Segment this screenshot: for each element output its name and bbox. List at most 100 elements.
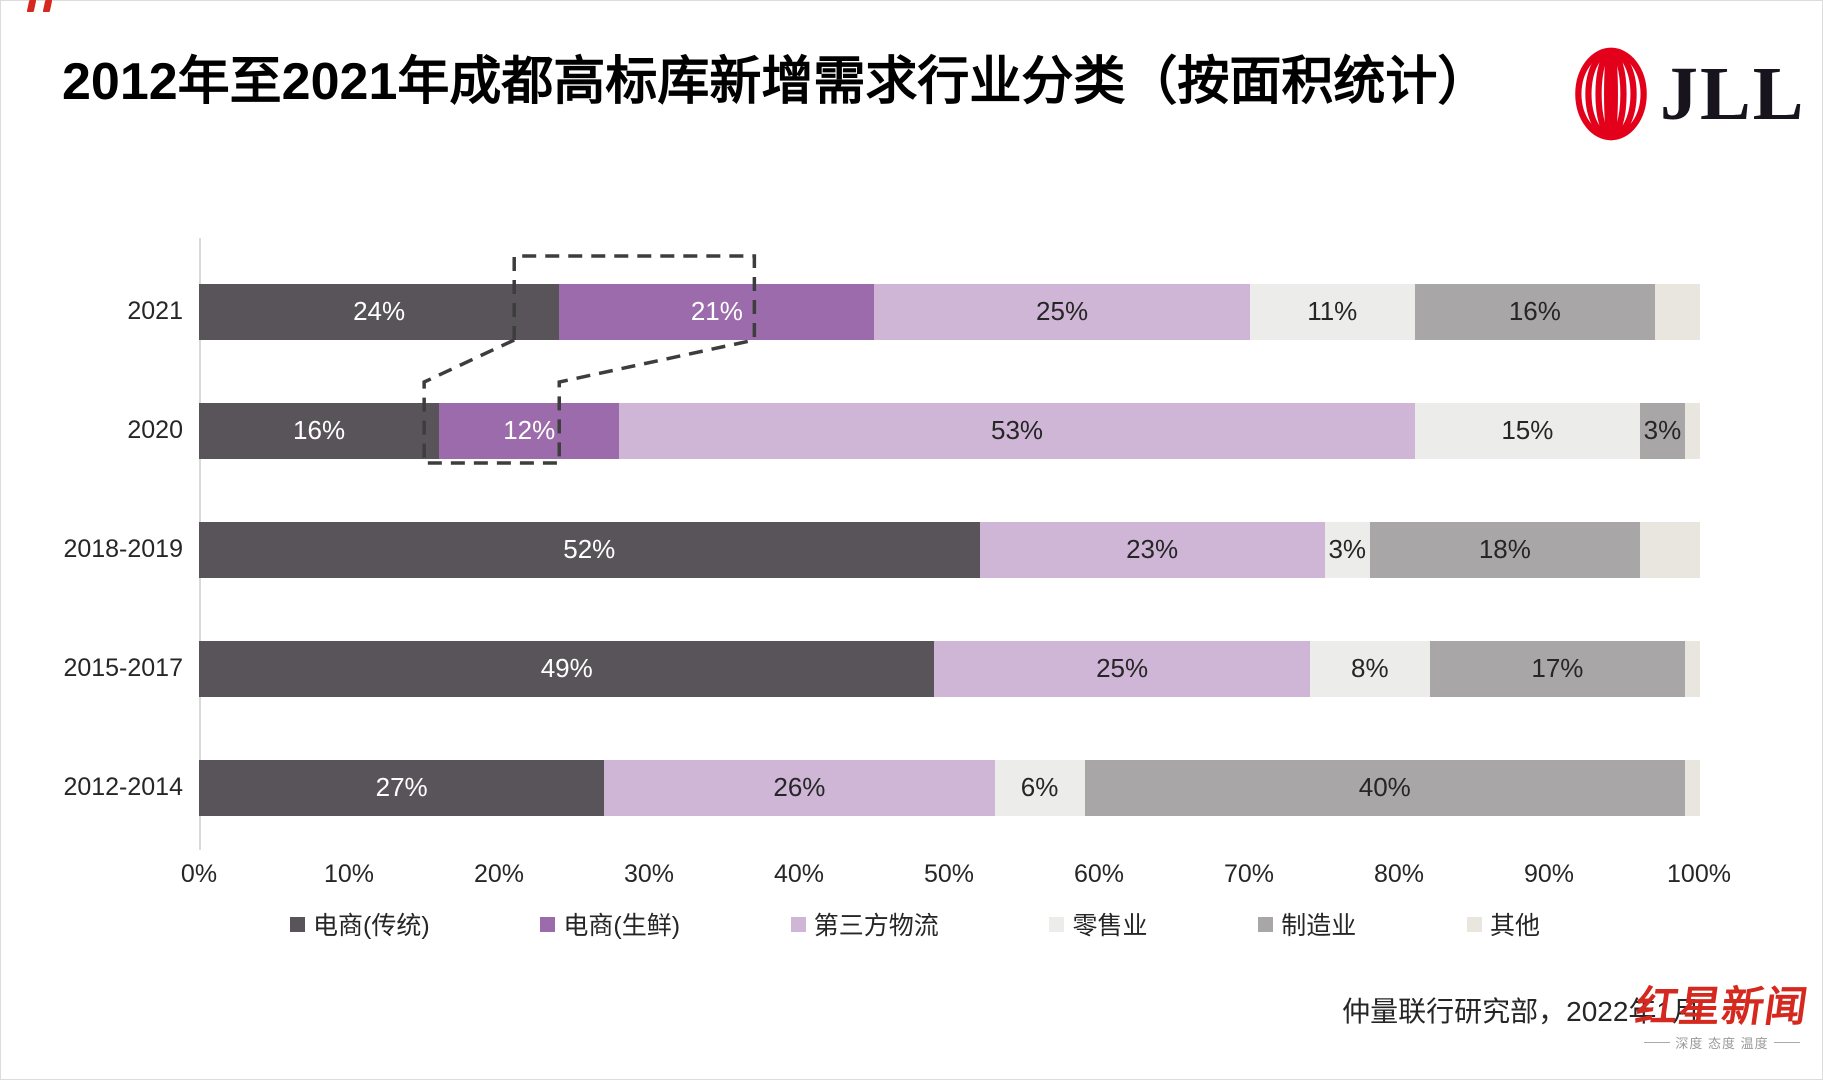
- x-tick-label: 60%: [1073, 860, 1125, 888]
- bar-segment: 53%: [619, 402, 1415, 459]
- bar-segment: 21%: [559, 283, 875, 340]
- source-note: 仲量联行研究部，2022年1月: [1342, 996, 1700, 1027]
- bar-segment: 6%: [994, 759, 1085, 816]
- legend-swatch: [290, 916, 305, 932]
- legend-swatch: [1466, 916, 1482, 932]
- legend-swatch: [1258, 916, 1274, 932]
- bar-row: 2018-2019 52% 23% 3% 18%: [60, 490, 1700, 609]
- bar-segment: [1684, 402, 1700, 459]
- legend-label: 其他: [1489, 912, 1540, 940]
- legend: 电商(传统) 电商(生鲜) 第三方物流 零售业 制造业 其他: [290, 906, 1540, 942]
- bar-value-label: 52%: [563, 534, 616, 564]
- bar-value-label: 23%: [1126, 534, 1179, 564]
- bar-segment: 16%: [199, 402, 440, 459]
- x-tick-label: 40%: [773, 860, 825, 888]
- bar-value-label: 25%: [1036, 296, 1089, 326]
- legend-label: 零售业: [1072, 912, 1148, 940]
- bar-segment: 18%: [1369, 521, 1640, 578]
- news-watermark: 红星新闻 深度 态度 温度: [1626, 983, 1818, 1052]
- x-tick-label: 100%: [1667, 860, 1731, 888]
- bar-value-label: 27%: [375, 772, 428, 802]
- bar-value-label: 18%: [1478, 534, 1531, 564]
- x-tick-label: 80%: [1373, 860, 1425, 888]
- legend-label: 电商(生鲜): [563, 912, 681, 940]
- legend-swatch: [1049, 916, 1065, 932]
- corner-watermark-fragment: [26, 0, 62, 12]
- legend-swatch: [790, 916, 806, 932]
- bar-segment: 12%: [439, 402, 620, 459]
- tagline-line-left: [1644, 1042, 1671, 1044]
- row-label: 2018-2019: [63, 535, 183, 563]
- legend-item: 制造业: [1258, 906, 1356, 942]
- bar-value-label: 12%: [503, 415, 556, 445]
- news-watermark-name: 红星新闻: [1632, 983, 1812, 1030]
- bar-segment: 26%: [604, 759, 995, 816]
- bar-value-label: 40%: [1358, 772, 1411, 802]
- bar-value-label: 11%: [1307, 296, 1358, 326]
- bar-value-label: 53%: [991, 415, 1044, 445]
- bar-value-label: 49%: [540, 653, 593, 683]
- legend-label: 电商(传统): [313, 912, 430, 940]
- legend-label: 制造业: [1281, 912, 1357, 940]
- stacked-bar-chart: 2021 24% 21% 25% 11% 16% 2020 16% 12% 53% 15% 3% 201…: [60, 252, 1700, 847]
- bar-value-label: 16%: [1508, 296, 1561, 326]
- bar-rows: 2021 24% 21% 25% 11% 16% 2020 16% 12% 53% 15% 3% 201…: [60, 252, 1700, 847]
- legend-label: 第三方物流: [813, 912, 939, 940]
- bar-value-label: 21%: [690, 296, 743, 326]
- bar-row: 2021 24% 21% 25% 11% 16%: [60, 252, 1700, 371]
- bar-value-label: 24%: [353, 296, 406, 326]
- bar-value-label: 3%: [1328, 534, 1367, 564]
- bar-track: 27% 26% 6% 40%: [199, 759, 1700, 816]
- jll-logo: JLL: [1572, 46, 1805, 142]
- bar-segment: 23%: [979, 521, 1325, 578]
- bar-segment: 15%: [1414, 402, 1640, 459]
- bar-segment: 25%: [874, 283, 1250, 340]
- x-tick-label: 20%: [473, 860, 525, 888]
- x-axis: 0% 10% 20% 30% 40% 50% 60% 70% 80% 90% 100%: [181, 860, 1731, 892]
- jll-logo-mark: [1575, 47, 1647, 141]
- bar-segment: [1654, 283, 1700, 340]
- bar-segment: 27%: [199, 759, 605, 816]
- bar-segment: 3%: [1639, 402, 1685, 459]
- bar-track: 24% 21% 25% 11% 16%: [199, 283, 1700, 340]
- bar-track: 52% 23% 3% 18%: [199, 521, 1700, 578]
- bar-segment: 17%: [1429, 640, 1685, 697]
- row-label: 2020: [127, 416, 183, 444]
- chart-title: 2012年至2021年成都高标库新增需求行业分类（按面积统计）: [62, 53, 1490, 111]
- bar-value-label: 17%: [1531, 653, 1584, 683]
- bar-value-label: 6%: [1020, 772, 1059, 802]
- legend-swatch: [540, 916, 556, 932]
- legend-item: 零售业: [1049, 906, 1148, 942]
- bar-segment: 11%: [1249, 283, 1415, 340]
- bar-row: 2015-2017 49% 25% 8% 17%: [60, 609, 1700, 728]
- x-tick-label: 90%: [1523, 860, 1575, 888]
- x-tick-label: 70%: [1223, 860, 1275, 888]
- legend-item: 其他: [1466, 906, 1540, 942]
- bar-value-label: 15%: [1501, 415, 1554, 445]
- bar-segment: 25%: [934, 640, 1310, 697]
- bar-segment: [1684, 640, 1700, 697]
- bar-value-label: 8%: [1350, 653, 1389, 683]
- x-tick-label: 10%: [323, 860, 375, 888]
- bar-segment: 24%: [199, 283, 560, 340]
- bar-segment: [1639, 521, 1700, 578]
- bar-track: 49% 25% 8% 17%: [199, 640, 1700, 697]
- tagline-line-right: [1773, 1042, 1800, 1044]
- bar-segment: 3%: [1324, 521, 1370, 578]
- x-tick-label: 50%: [923, 860, 975, 888]
- bar-row: 2020 16% 12% 53% 15% 3%: [60, 371, 1700, 490]
- bar-segment: [1684, 759, 1700, 816]
- row-label: 2021: [127, 297, 183, 325]
- bar-segment: 16%: [1414, 283, 1655, 340]
- legend-item: 电商(传统): [290, 906, 430, 942]
- x-tick-label: 0%: [180, 860, 218, 888]
- jll-logo-text: JLL: [1660, 52, 1806, 136]
- bar-segment: 8%: [1309, 640, 1430, 697]
- news-watermark-tagline: 深度 态度 温度: [1626, 1033, 1818, 1052]
- bar-value-label: 25%: [1096, 653, 1149, 683]
- legend-item: 第三方物流: [790, 906, 939, 942]
- bar-segment: 49%: [199, 640, 935, 697]
- x-tick-label: 30%: [623, 860, 675, 888]
- legend-item: 电商(生鲜): [540, 906, 680, 942]
- bar-segment: 40%: [1084, 759, 1685, 816]
